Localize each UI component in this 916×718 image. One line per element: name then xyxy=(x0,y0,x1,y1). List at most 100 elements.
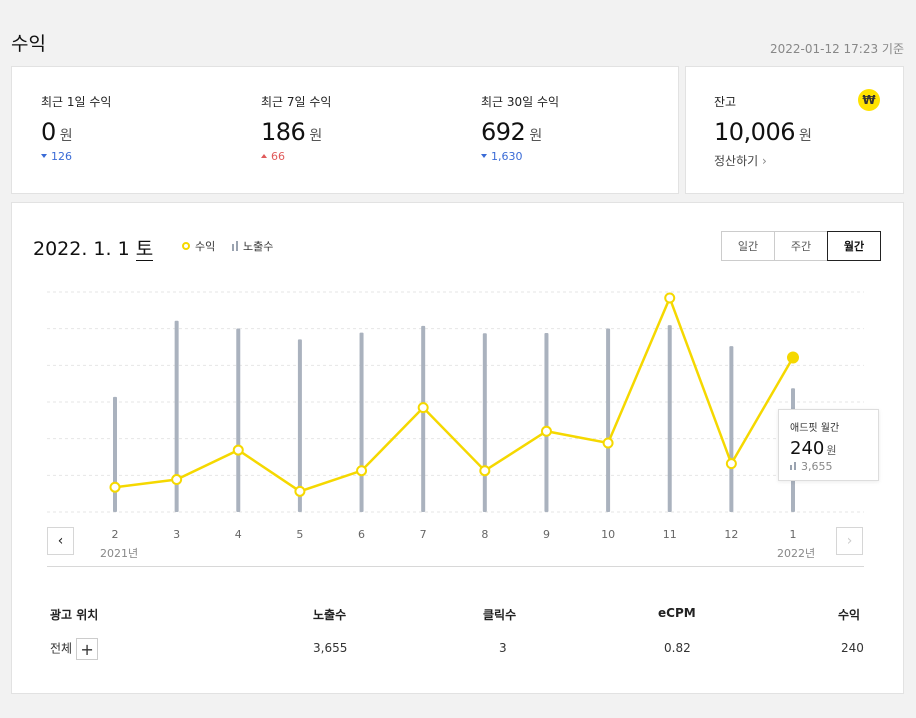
revenue-dot-icon xyxy=(182,242,190,250)
col-ad-position: 광고 위치 xyxy=(50,608,99,622)
chart-date: 2022. 1. 1 토 xyxy=(33,234,154,261)
revenue-point xyxy=(109,481,121,493)
x-tick-label: 5 xyxy=(296,528,303,541)
stat-unit: 원 xyxy=(529,128,543,144)
stat-delta: 66 xyxy=(261,150,331,163)
balance-value: 10,006 xyxy=(714,118,795,146)
revenue-line xyxy=(114,294,795,493)
tab-weekly[interactable]: 주간 xyxy=(775,232,828,260)
balance-unit: 원 xyxy=(798,128,812,144)
x-tick-label: 6 xyxy=(358,528,365,541)
x-tick-label: 11 xyxy=(663,528,677,541)
col-ecpm: eCPM xyxy=(658,606,696,620)
x-tick-label: 2 xyxy=(112,528,119,541)
impression-bar xyxy=(667,325,672,512)
stat-30day: 최근 30일 수익 692 원 1,630 xyxy=(481,93,559,163)
tab-daily[interactable]: 일간 xyxy=(722,232,775,260)
row-position: 전체 + xyxy=(50,638,99,660)
stat-value: 692 xyxy=(481,118,526,146)
expand-plus-icon[interactable]: + xyxy=(76,638,99,660)
chart-divider xyxy=(47,566,864,567)
row-revenue: 240 xyxy=(841,641,864,655)
year-label-start: 2021년 xyxy=(100,547,139,560)
stat-value: 186 xyxy=(261,118,306,146)
revenue-point xyxy=(417,402,429,414)
chart-prev-button[interactable]: ‹ xyxy=(47,527,74,555)
settle-link[interactable]: 정산하기 › xyxy=(714,152,812,169)
impression-bar xyxy=(236,328,241,512)
impression-bar xyxy=(297,339,302,512)
year-label-end: 2022년 xyxy=(777,547,816,560)
tab-monthly[interactable]: 월간 xyxy=(827,231,881,261)
x-tick-label: 10 xyxy=(601,528,615,541)
balance-info: 잔고 10,006 원 정산하기 › xyxy=(714,93,812,169)
chevron-right-icon: › xyxy=(762,154,767,168)
col-revenue: 수익 xyxy=(838,608,861,622)
x-tick-label: 9 xyxy=(543,528,550,541)
revenue-point xyxy=(664,292,676,304)
stat-value: 0 xyxy=(41,118,56,146)
impression-bar xyxy=(174,320,179,512)
stat-delta: 1,630 xyxy=(481,150,559,163)
revenue-point xyxy=(232,444,244,456)
stat-label: 최근 7일 수익 xyxy=(261,95,332,109)
balance-label: 잔고 xyxy=(714,95,737,109)
revenue-point xyxy=(602,437,614,449)
revenue-point xyxy=(725,458,737,470)
chart-card xyxy=(11,202,904,694)
period-selector: 일간 주간 월간 xyxy=(721,231,881,261)
stat-label: 최근 1일 수익 xyxy=(41,95,112,109)
chart-date-day[interactable]: 토 xyxy=(135,238,154,261)
stat-delta: 126 xyxy=(41,150,111,163)
down-arrow-icon xyxy=(41,154,47,158)
x-tick-label: 8 xyxy=(481,528,488,541)
impression-bar xyxy=(606,328,611,512)
revenue-point xyxy=(356,465,368,477)
down-arrow-icon xyxy=(481,154,487,158)
bar-chart-icon xyxy=(232,241,238,251)
stat-unit: 원 xyxy=(309,128,323,144)
tooltip-title: 애드핏 월간 xyxy=(790,423,840,434)
x-tick-label: 7 xyxy=(420,528,427,541)
stat-7day: 최근 7일 수익 186 원 66 xyxy=(261,93,331,163)
chart-tooltip: 애드핏 월간 240 원 3,655 xyxy=(778,409,879,481)
x-tick-label: 12 xyxy=(724,528,738,541)
chart-date-text: 2022. 1. 1 xyxy=(33,238,130,260)
tooltip-value: 240 원 xyxy=(790,438,837,459)
revenue-point xyxy=(171,474,183,486)
stat-unit: 원 xyxy=(59,128,73,144)
chart-next-button[interactable]: › xyxy=(836,527,863,555)
row-impressions: 3,655 xyxy=(313,641,348,655)
data-timestamp: 2022-01-12 17:23 기준 xyxy=(769,42,904,56)
impression-bar xyxy=(421,325,426,512)
stat-label: 최근 30일 수익 xyxy=(481,95,560,109)
impression-bar xyxy=(113,396,117,512)
revenue-point xyxy=(540,425,552,437)
col-clicks: 클릭수 xyxy=(483,608,517,622)
impression-bar xyxy=(359,332,364,512)
balance-card: 잔고 10,006 원 정산하기 › ₩ xyxy=(685,66,904,194)
chevron-right-icon: › xyxy=(846,533,853,549)
revenue-point xyxy=(787,351,799,364)
col-impressions: 노출수 xyxy=(313,608,347,622)
chevron-left-icon: ‹ xyxy=(57,533,64,549)
x-tick-label: 3 xyxy=(173,528,180,541)
legend-revenue: 수익 xyxy=(182,238,215,254)
impression-bar xyxy=(482,333,487,512)
legend-impressions: 노출수 xyxy=(232,238,273,254)
settle-label: 정산하기 xyxy=(714,154,759,168)
impression-bar xyxy=(544,332,549,512)
x-tick-label: 1 xyxy=(790,528,797,541)
bar-chart-icon xyxy=(790,462,796,470)
revenue-point xyxy=(479,465,491,477)
impression-bar xyxy=(729,346,734,512)
tooltip-impressions: 3,655 xyxy=(790,460,867,473)
x-tick-label: 4 xyxy=(235,528,242,541)
row-ecpm: 0.82 xyxy=(664,641,691,655)
up-arrow-icon xyxy=(261,154,267,158)
won-coin-icon: ₩ xyxy=(858,89,880,111)
page-title: 수익 xyxy=(11,33,46,55)
